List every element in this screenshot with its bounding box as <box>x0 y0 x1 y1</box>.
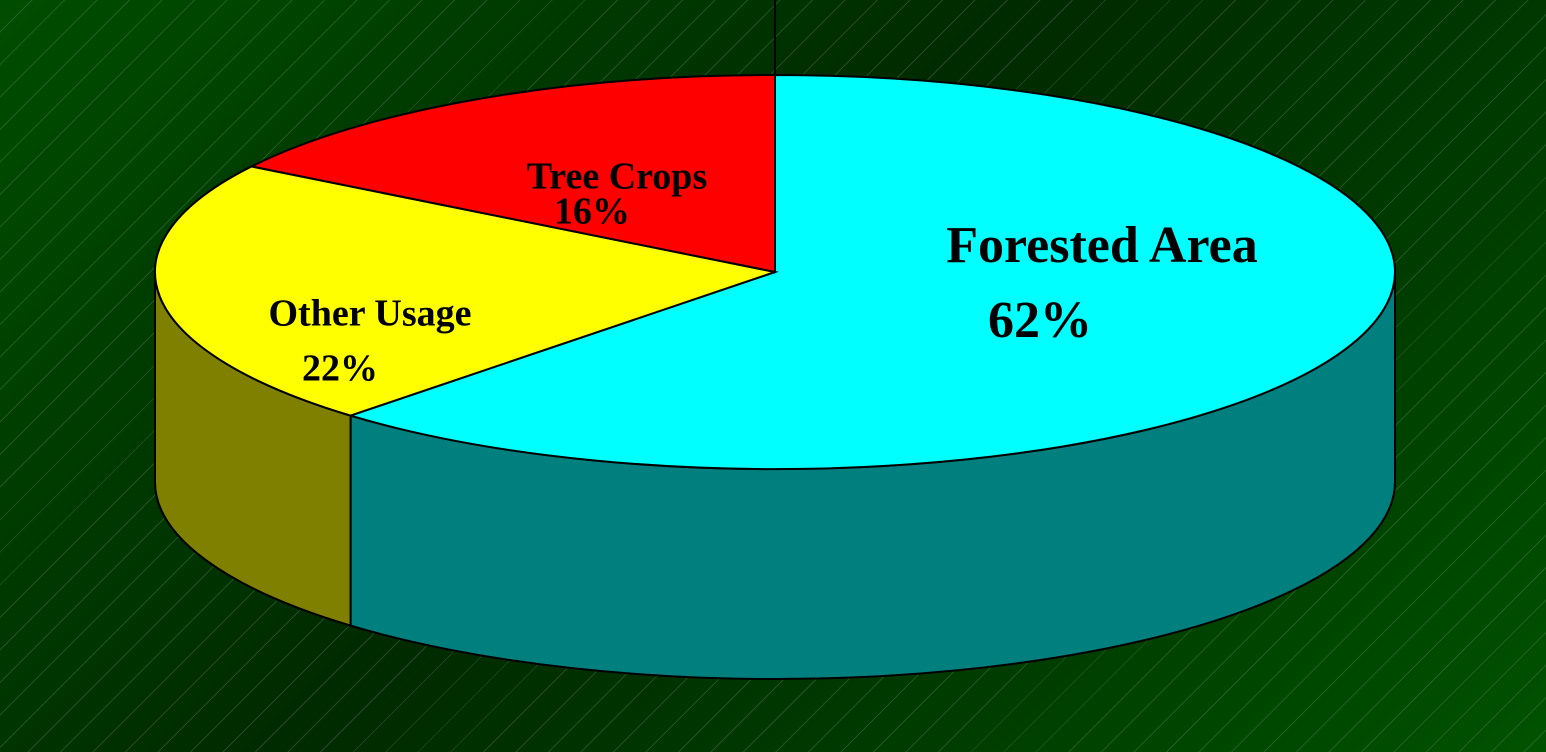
slice-label: Forested Area <box>946 217 1257 274</box>
pie-slice <box>248 73 776 274</box>
slice-label: Other Usage <box>269 293 472 335</box>
slice-value-label: 22% <box>302 348 378 390</box>
slice-value-label: 16% <box>554 191 630 233</box>
slice-value-label: 62% <box>988 292 1092 349</box>
pie-slice <box>347 73 1396 470</box>
slice-label: Tree Crops <box>527 156 707 198</box>
pie-slice <box>154 165 779 417</box>
